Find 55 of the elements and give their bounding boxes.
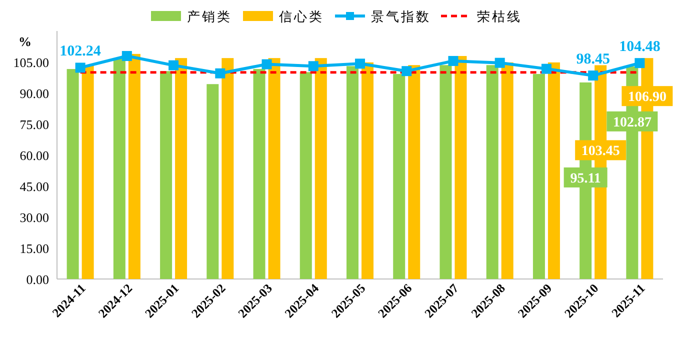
bar	[66, 69, 79, 279]
point	[355, 58, 365, 69]
point	[308, 61, 318, 72]
bar	[175, 58, 188, 279]
point	[402, 66, 412, 76]
data-label: 102.87	[612, 115, 652, 130]
bar	[548, 62, 560, 279]
legend-label: 产销类	[187, 10, 232, 25]
data-label: 98.45	[576, 52, 610, 68]
y-tick-label: 15.00	[20, 241, 49, 256]
bar	[532, 74, 545, 279]
point	[168, 60, 179, 70]
point	[262, 59, 272, 70]
data-label: 106.90	[628, 90, 666, 106]
legend-label: 景气指数	[371, 10, 431, 25]
point	[494, 58, 505, 68]
y-tick-label: 60.00	[20, 148, 49, 163]
point	[448, 56, 458, 66]
y-tick-label: 90.00	[20, 86, 49, 101]
legend-label: 荣枯线	[477, 10, 522, 25]
y-tick-label: 105.00	[13, 55, 49, 70]
point	[541, 64, 552, 74]
y-tick-label: 45.00	[20, 179, 49, 194]
bar	[206, 84, 219, 279]
data-label: 95.11	[570, 171, 601, 186]
bar	[128, 54, 140, 279]
bar	[346, 66, 358, 279]
bar	[113, 58, 126, 279]
y-tick-label: 0.00	[26, 272, 49, 287]
point	[634, 58, 645, 68]
point	[122, 51, 132, 62]
data-label: 104.48	[619, 39, 660, 56]
bar	[454, 56, 467, 279]
data-label: 103.45	[581, 144, 620, 160]
bar	[362, 62, 374, 279]
point	[75, 62, 86, 73]
bar	[486, 65, 498, 279]
data-label: 102.24	[60, 44, 102, 60]
bar	[222, 58, 234, 279]
bar	[268, 58, 280, 279]
bar	[501, 62, 514, 279]
bar	[393, 74, 406, 279]
bar	[408, 65, 420, 279]
bar	[160, 71, 172, 279]
bar	[314, 58, 327, 279]
y-tick-label: 75.00	[20, 117, 49, 132]
point	[215, 68, 226, 78]
bar	[253, 69, 266, 279]
legend-label: 信心类	[279, 9, 324, 25]
point	[588, 70, 598, 81]
y-tick-label: 30.00	[20, 210, 49, 225]
bar	[300, 72, 312, 279]
y-axis-title: %	[18, 34, 32, 49]
bar	[82, 65, 94, 279]
bar	[440, 65, 452, 279]
